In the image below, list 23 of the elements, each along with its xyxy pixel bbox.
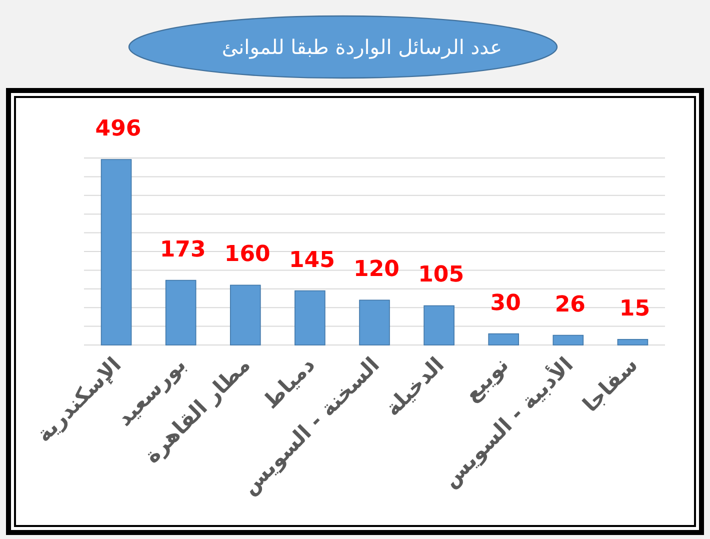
bar	[552, 334, 584, 346]
data-label: 120	[354, 257, 400, 282]
bar	[424, 305, 454, 346]
data-label: 105	[418, 262, 464, 288]
bar	[100, 159, 132, 346]
data-label: 30	[490, 290, 521, 316]
data-label: 15	[619, 296, 650, 322]
x-tick-label: نويبع	[460, 352, 514, 407]
bar	[488, 333, 520, 346]
x-tick-label: دمياط	[258, 352, 320, 414]
data-label: 145	[288, 248, 335, 273]
bar	[230, 284, 261, 346]
data-label: 496	[95, 116, 142, 142]
x-tick-label: سفاجا	[578, 352, 642, 417]
bar	[294, 290, 326, 346]
bar	[617, 338, 648, 346]
data-label: 160	[224, 242, 270, 268]
bar	[359, 300, 390, 346]
data-label: 26	[554, 292, 586, 318]
x-tick-label: الدخيلة	[380, 352, 449, 421]
chart-title: عدد الرسائل الواردة طبقا للموانئ	[222, 35, 502, 59]
bar	[165, 280, 196, 346]
data-label: 173	[160, 237, 206, 262]
